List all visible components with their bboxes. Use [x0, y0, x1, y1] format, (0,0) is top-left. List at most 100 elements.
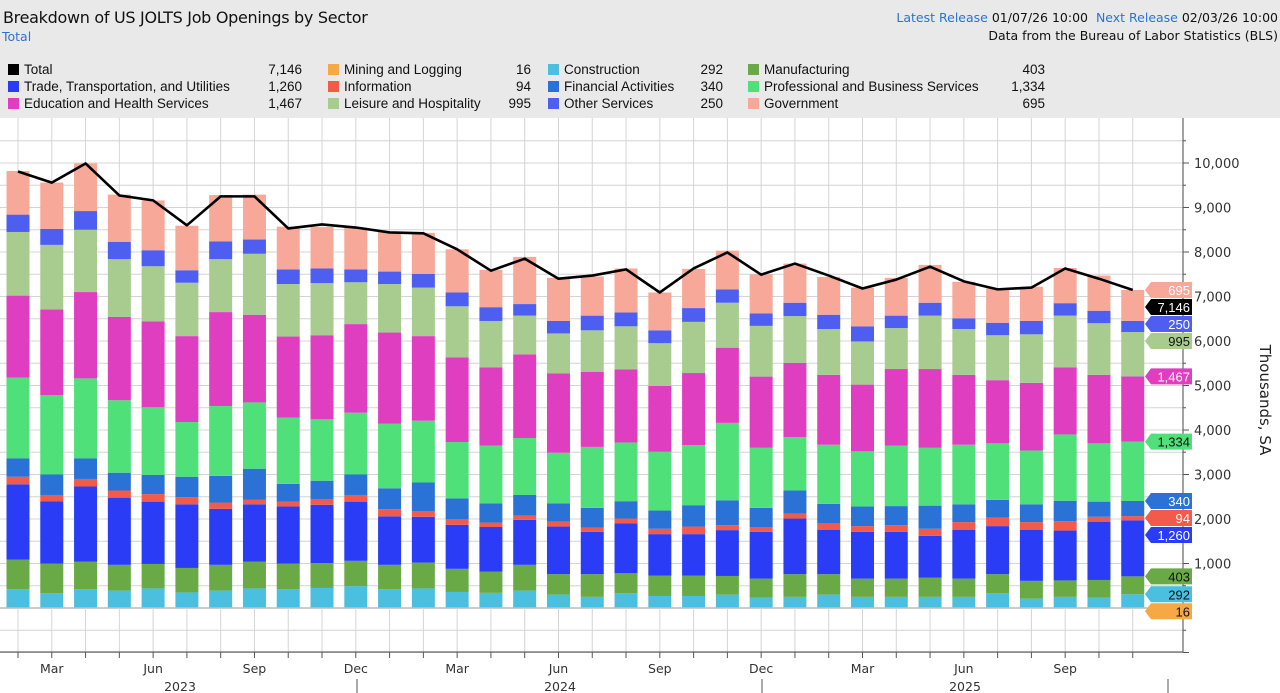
bar-segment-financial-activities: [986, 499, 1010, 518]
bar-segment-other-services: [411, 273, 435, 288]
bar-segment-professional-and-business-services: [276, 417, 300, 484]
bar-segment-government: [1121, 290, 1145, 321]
legend-item[interactable]: Leisure and Hospitality 995: [328, 96, 531, 112]
legend-item[interactable]: Government 695: [748, 96, 1045, 112]
y-tick-label: 5,000: [1194, 380, 1231, 395]
bar-segment-government: [6, 171, 30, 215]
legend-item[interactable]: Professional and Business Services 1,334: [748, 79, 1045, 95]
y-tick-label: 9,000: [1194, 202, 1231, 217]
chart-subtitle-link[interactable]: Total: [2, 29, 32, 44]
legend-label: Financial Activities: [564, 79, 675, 94]
bar-segment-education-and-health-services: [74, 292, 98, 379]
bar-segment-education-and-health-services: [40, 309, 64, 396]
bar-segment-construction: [411, 588, 435, 608]
bar-segment-financial-activities: [378, 488, 402, 510]
x-year-label: 2023: [164, 679, 196, 693]
bar-segment-construction: [310, 587, 334, 608]
legend-swatch: [328, 64, 339, 75]
legend-item[interactable]: Construction 292: [548, 62, 723, 78]
bar-segment-leisure-and-hospitality: [952, 328, 976, 375]
bar-segment-financial-activities: [884, 506, 908, 526]
bar-segment-professional-and-business-services: [479, 445, 503, 504]
bar-segment-information: [1053, 521, 1077, 531]
y-tick-label: 3,000: [1194, 469, 1231, 484]
bar-segment-leisure-and-hospitality: [884, 328, 908, 370]
legend-label: Manufacturing: [764, 62, 850, 77]
bar-segment-leisure-and-hospitality: [1087, 323, 1111, 375]
bar-segment-manufacturing: [952, 578, 976, 597]
legend-value: 7,146: [268, 62, 302, 77]
legend-item[interactable]: Mining and Logging 16: [328, 62, 531, 78]
bar-segment-leisure-and-hospitality: [310, 283, 334, 336]
legend-item[interactable]: Trade, Transportation, and Utilities 1,26…: [8, 79, 302, 95]
bar-segment-mining-and-logging: [986, 607, 1010, 608]
bar-segment-information: [580, 527, 604, 532]
bar-segment-trade-transportation-and-utilities: [817, 529, 841, 575]
bar-segment-professional-and-business-services: [344, 412, 368, 475]
latest-release-value: 01/07/26 10:00: [991, 10, 1088, 25]
bar-segment-manufacturing: [817, 574, 841, 595]
legend-label: Trade, Transportation, and Utilities: [24, 79, 230, 94]
bar-segment-mining-and-logging: [479, 607, 503, 608]
bar-segment-professional-and-business-services: [40, 395, 64, 475]
bar-segment-other-services: [614, 312, 638, 327]
bar-segment-other-services: [479, 307, 503, 321]
next-release-link[interactable]: Next Release: [1095, 10, 1178, 25]
bar-segment-financial-activities: [918, 505, 942, 529]
bar-segment-education-and-health-services: [1087, 374, 1111, 444]
legend-item[interactable]: Financial Activities 340: [548, 79, 723, 95]
bar-segment-construction: [513, 590, 537, 608]
bar-segment-education-and-health-services: [242, 314, 266, 403]
bar-segment-education-and-health-services: [682, 373, 706, 446]
bar-segment-trade-transportation-and-utilities: [513, 519, 537, 565]
bar-segment-leisure-and-hospitality: [851, 341, 874, 385]
bar-segment-trade-transportation-and-utilities: [479, 527, 503, 572]
bar-segment-leisure-and-hospitality: [580, 330, 604, 372]
bar-segment-information: [411, 510, 435, 517]
bar-segment-information: [952, 522, 976, 530]
y-tick-label: 6,000: [1194, 335, 1231, 350]
bar-segment-construction: [851, 596, 874, 608]
bar-segment-manufacturing: [40, 563, 64, 594]
bar-segment-trade-transportation-and-utilities: [783, 518, 807, 575]
bar-segment-mining-and-logging: [783, 607, 807, 608]
legend-item[interactable]: Information 94: [328, 79, 531, 95]
bar-segment-leisure-and-hospitality: [411, 287, 435, 337]
bar-segment-trade-transportation-and-utilities: [310, 504, 334, 564]
x-month-label: Jun: [953, 661, 974, 676]
bar-segment-information: [107, 490, 131, 498]
bar-segment-manufacturing: [580, 574, 604, 597]
x-month-label: Jun: [548, 661, 569, 676]
legend-item[interactable]: Manufacturing 403: [748, 62, 1045, 78]
bar-segment-information: [209, 502, 233, 509]
latest-release-link[interactable]: Latest Release: [896, 10, 988, 25]
legend-item[interactable]: Other Services 250: [548, 96, 723, 112]
bar-segment-manufacturing: [513, 564, 537, 591]
value-flag: 16: [1145, 603, 1192, 620]
bar-segment-manufacturing: [986, 574, 1010, 594]
bar-segment-education-and-health-services: [141, 321, 165, 408]
bar-segment-construction: [918, 596, 942, 608]
legend-item[interactable]: Education and Health Services 1,467: [8, 96, 302, 112]
bar-segment-education-and-health-services: [344, 324, 368, 413]
value-flag-shape: [1145, 282, 1192, 299]
bar-segment-mining-and-logging: [310, 607, 334, 608]
bar-segment-other-services: [107, 241, 131, 260]
bar-segment-construction: [817, 594, 841, 608]
bar-segment-education-and-health-services: [614, 369, 638, 443]
bar-segment-professional-and-business-services: [648, 451, 672, 511]
bar-segment-trade-transportation-and-utilities: [682, 534, 706, 576]
bar-segment-leisure-and-hospitality: [107, 259, 131, 317]
bar-segment-government: [276, 226, 300, 270]
legend-swatch: [328, 98, 339, 109]
bar-segment-education-and-health-services: [209, 312, 233, 406]
bar-segment-financial-activities: [175, 476, 199, 498]
legend-item[interactable]: Total 7,146: [8, 62, 302, 78]
bar-segment-mining-and-logging: [1087, 607, 1111, 608]
bar-segment-mining-and-logging: [513, 607, 537, 608]
bar-segment-professional-and-business-services: [1019, 450, 1043, 505]
bar-segment-other-services: [6, 214, 30, 232]
bar-segment-leisure-and-hospitality: [6, 231, 30, 296]
value-flag-shape: [1145, 509, 1192, 526]
